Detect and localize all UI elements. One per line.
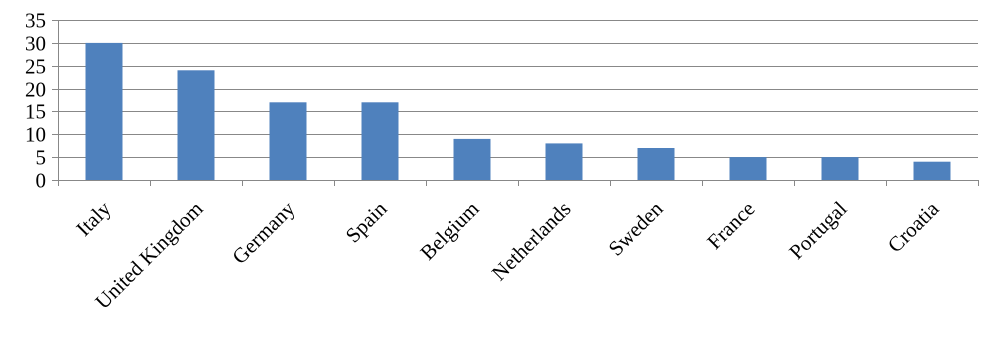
x-tick-label: Italy xyxy=(71,196,116,241)
y-tick-label: 15 xyxy=(25,100,46,124)
bar xyxy=(637,148,675,180)
axes xyxy=(52,20,979,186)
bar xyxy=(361,102,399,180)
x-tick-label: Germany xyxy=(227,196,300,269)
y-tick-label: 30 xyxy=(25,32,46,56)
bar xyxy=(729,157,767,180)
x-tick-label: Sweden xyxy=(604,196,668,260)
bar xyxy=(269,102,307,180)
bars xyxy=(85,42,951,181)
y-tick-label: 25 xyxy=(25,55,46,79)
y-tick-label: 20 xyxy=(25,78,46,102)
bar xyxy=(821,157,859,180)
y-tick-label: 35 xyxy=(25,9,46,33)
x-tick-label: Belgium xyxy=(415,197,483,265)
y-tick-label: 0 xyxy=(36,169,47,193)
bar xyxy=(85,42,123,181)
bar xyxy=(453,138,491,180)
x-tick-label: Netherlands xyxy=(487,197,576,286)
x-tick-label: France xyxy=(702,197,759,254)
y-tick-label: 10 xyxy=(25,123,46,147)
bar xyxy=(177,70,215,180)
bar xyxy=(545,143,583,180)
bar xyxy=(913,161,951,180)
x-tick-label: Portugal xyxy=(784,196,851,263)
x-tick-label: Croatia xyxy=(883,196,944,257)
y-tick-label: 5 xyxy=(36,146,47,170)
x-tick-label: Spain xyxy=(341,196,392,247)
